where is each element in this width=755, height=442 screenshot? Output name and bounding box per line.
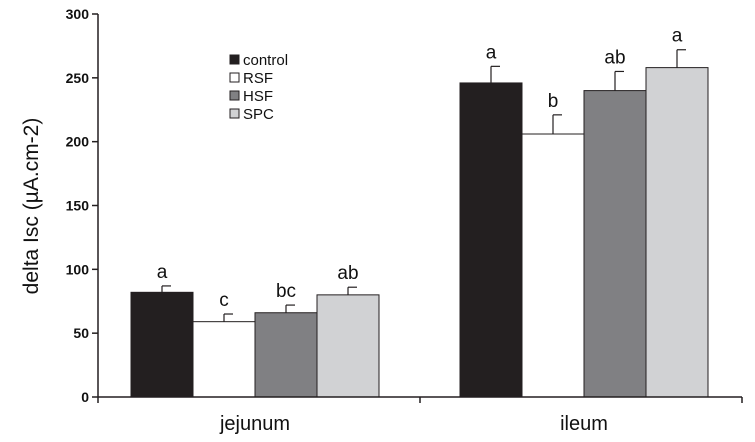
y-tick-label: 50 [73,325,89,341]
significance-labels-group: a a c b bc ab ab a [157,26,683,311]
significance-label: c [219,290,229,311]
legend-label-rsf: RSF [243,70,273,87]
legend-label-hsf: HSF [243,88,273,105]
significance-label: ab [337,263,358,284]
y-tick-label: 150 [66,198,90,214]
significance-label: a [157,262,168,283]
significance-label: b [548,91,559,112]
y-tick-label: 200 [66,134,90,150]
y-axis-title: delta Isc (µA.cm-2) [20,118,43,295]
bars-group [130,67,709,398]
y-tick-label: 300 [66,6,90,22]
legend-swatch-rsf [229,72,240,83]
y-tick-label: 250 [66,70,90,86]
significance-label: a [486,42,497,63]
significance-label: bc [276,281,296,302]
legend-label-spc: SPC [243,106,274,123]
x-category-label: jejunum [219,413,290,435]
y-tick-label: 0 [81,389,89,405]
legend-label-control: control [243,52,288,69]
bar-spc-jejunum [316,294,380,398]
error-bars-group [161,49,686,322]
bar-hsf-jejunum [254,312,318,398]
legend-swatch-control [229,54,240,65]
bar-control-ileum [459,82,523,398]
y-tick-label: 100 [66,261,90,277]
axes-group: 0 50 100 150 200 250 300 jejunum ileum [66,6,743,435]
significance-label: ab [604,47,625,68]
bar-control-jejunum [130,291,194,398]
x-category-label: ileum [560,413,608,435]
legend-swatch-spc [229,108,240,119]
significance-label: a [672,26,683,47]
bar-rsf-ileum [521,133,585,398]
legend-swatch-hsf [229,90,240,101]
bar-spc-ileum [645,67,709,398]
bar-rsf-jejunum [192,321,256,398]
bar-hsf-ileum [583,90,647,398]
